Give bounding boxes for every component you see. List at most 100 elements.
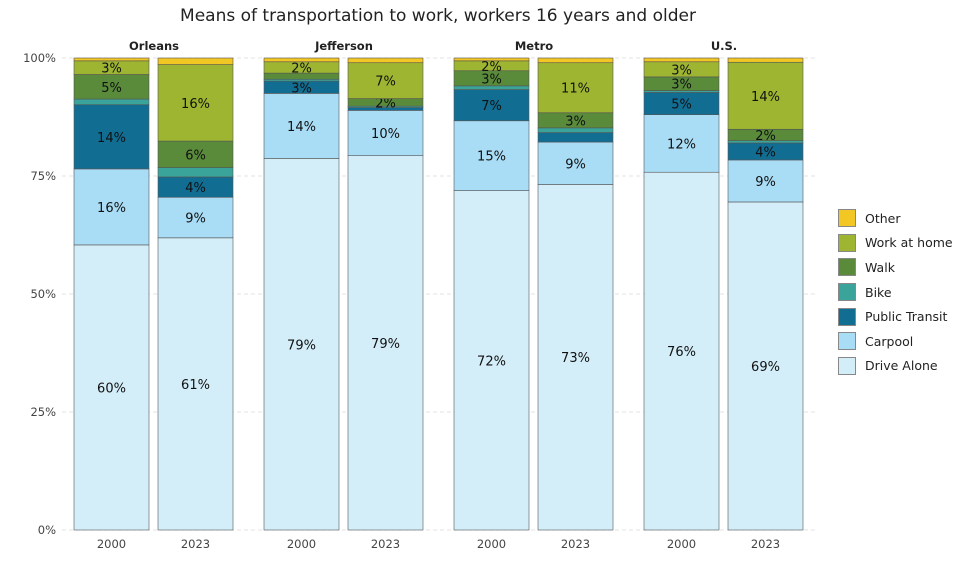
data-label: 73% [561, 351, 590, 366]
panel-title: Jefferson [314, 39, 373, 53]
legend-label: Public Transit [865, 309, 948, 325]
data-label: 10% [371, 127, 400, 142]
bar-segment-other [727, 57, 804, 63]
data-label: 14% [751, 90, 780, 105]
y-tick-label: 75% [30, 169, 56, 183]
bar-segment-work-at-home [537, 62, 614, 114]
bar-segment-other [263, 57, 340, 63]
bar-segment-public-transit [537, 132, 614, 143]
bar-segment-carpool [73, 168, 150, 246]
data-label: 7% [481, 99, 502, 114]
x-tick-label: 2023 [751, 537, 780, 551]
data-label: 2% [755, 129, 776, 144]
legend-swatch [838, 307, 856, 326]
bar-segment-walk [73, 74, 150, 100]
bar-segment-drive-alone [157, 237, 234, 531]
legend-item-work-at-home: Work at home [838, 231, 953, 256]
legend-swatch [838, 258, 856, 277]
bar-segment-work-at-home [727, 61, 804, 130]
data-label: 79% [371, 337, 400, 352]
bar-segment-drive-alone [453, 190, 530, 531]
bar-segment-other [537, 57, 614, 64]
legend-swatch [838, 283, 856, 302]
data-label: 14% [287, 120, 316, 135]
data-label: 12% [667, 137, 696, 152]
x-tick-label: 2000 [97, 537, 126, 551]
chart-title: Means of transportation to work, workers… [180, 6, 696, 26]
legend-item-walk: Walk [838, 255, 953, 280]
bar-segment-carpool [347, 110, 424, 157]
legend-label: Walk [865, 259, 895, 275]
data-label: 60% [97, 381, 126, 396]
legend-label: Carpool [865, 333, 914, 349]
data-label: 2% [291, 61, 312, 76]
x-tick-label: 2023 [181, 537, 210, 551]
data-label: 61% [181, 378, 210, 393]
x-tick-label: 2000 [287, 537, 316, 551]
bar-segment-bike [157, 167, 234, 178]
legend: Other Work at home Walk Bike Public Transit C… [838, 206, 953, 378]
data-label: 15% [477, 150, 506, 165]
bar-segment-drive-alone [263, 158, 340, 531]
bar-segment-carpool [157, 196, 234, 239]
bar-segment-other [453, 57, 530, 62]
bar-segment-public-transit [453, 89, 530, 122]
bar-segment-carpool [537, 141, 614, 185]
bar-segment-bike [73, 98, 150, 106]
legend-swatch [838, 332, 856, 351]
x-tick-label: 2023 [561, 537, 590, 551]
data-label: 4% [755, 145, 776, 160]
data-label: 9% [755, 175, 776, 190]
bar-segment-drive-alone [347, 155, 424, 531]
bar-segment-public-transit [73, 104, 150, 170]
bar-segment-drive-alone [537, 184, 614, 531]
legend-label: Bike [865, 284, 892, 300]
data-label: 3% [671, 63, 692, 78]
data-label: 2% [375, 96, 396, 111]
data-label: 14% [97, 131, 126, 146]
legend-item-bike: Bike [838, 280, 953, 305]
legend-label: Other [865, 210, 901, 226]
bar-segment-carpool [453, 120, 530, 191]
bar-segment-carpool [643, 114, 720, 173]
bar-segment-other [157, 57, 234, 65]
legend-item-public-transit: Public Transit [838, 304, 953, 329]
y-tick-label: 100% [23, 51, 56, 65]
data-label: 11% [561, 82, 590, 97]
data-label: 9% [565, 157, 586, 172]
data-label: 76% [667, 345, 696, 360]
legend-label: Work at home [865, 235, 953, 251]
bar-segment-other [643, 57, 720, 63]
data-label: 7% [375, 75, 396, 90]
data-label: 6% [185, 148, 206, 163]
bar-segment-drive-alone [643, 171, 720, 531]
data-label: 69% [751, 360, 780, 375]
bar-segment-drive-alone [727, 201, 804, 531]
x-tick-label: 2000 [667, 537, 696, 551]
data-label: 2% [481, 60, 502, 75]
legend-swatch [838, 356, 856, 375]
data-label: 3% [671, 78, 692, 93]
x-tick-label: 2000 [477, 537, 506, 551]
panel-title: U.S. [711, 39, 737, 53]
data-label: 16% [97, 201, 126, 216]
data-label: 5% [101, 81, 122, 96]
bar-segment-walk [157, 140, 234, 168]
data-label: 3% [481, 72, 502, 87]
bar-segment-work-at-home [157, 64, 234, 142]
y-tick-label: 0% [38, 523, 56, 537]
y-tick-label: 25% [30, 405, 56, 419]
legend-swatch [838, 209, 856, 228]
data-label: 4% [185, 181, 206, 196]
data-label: 16% [181, 97, 210, 112]
data-label: 79% [287, 338, 316, 353]
legend-item-other: Other [838, 206, 953, 231]
bar-segment-other [347, 57, 424, 64]
panel-title: Metro [515, 39, 553, 53]
panel-title: Orleans [129, 39, 179, 53]
bar-segment-work-at-home [347, 62, 424, 99]
x-tick-label: 2023 [371, 537, 400, 551]
bar-segment-drive-alone [73, 244, 150, 531]
